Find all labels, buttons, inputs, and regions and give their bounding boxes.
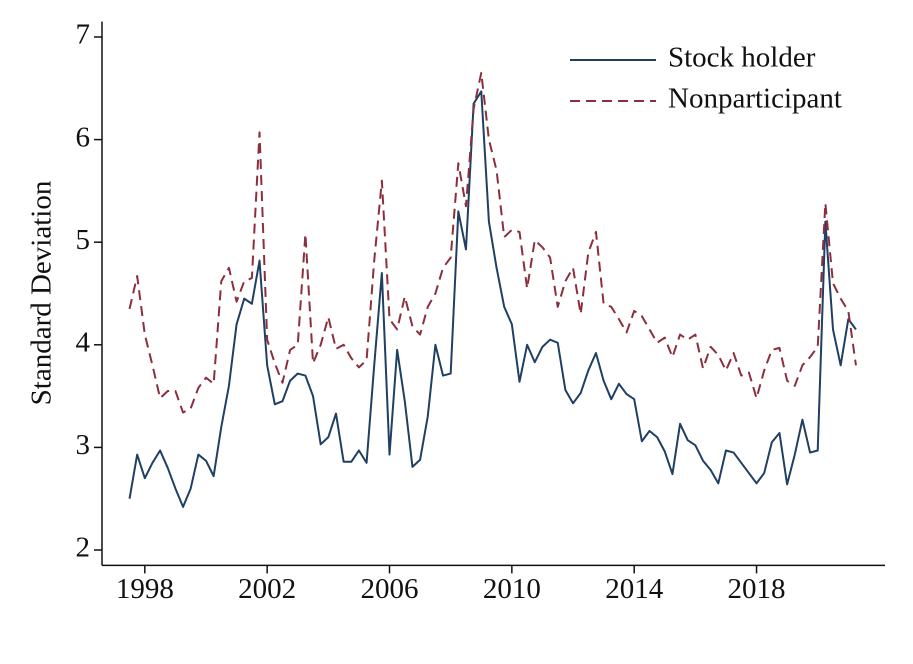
legend-label: Nonparticipant [668,83,842,115]
x-tick-label: 2018 [728,573,786,605]
series-line [128,90,857,508]
series-line [128,71,857,414]
x-tick-label: 2002 [238,573,296,605]
y-tick-label: 7 [76,19,91,51]
x-tick-label: 2014 [605,573,664,605]
legend-label: Stock holder [668,42,816,74]
y-tick-label: 6 [76,121,91,153]
y-axis-label: Standard Deviation [26,180,58,405]
y-tick-label: 3 [76,429,91,461]
y-tick-label: 2 [76,532,91,564]
x-tick-label: 2006 [361,573,419,605]
x-tick-label: 1998 [116,573,174,605]
y-tick-label: 4 [76,326,91,358]
y-tick-label: 5 [76,224,91,256]
x-tick-label: 2010 [483,573,541,605]
